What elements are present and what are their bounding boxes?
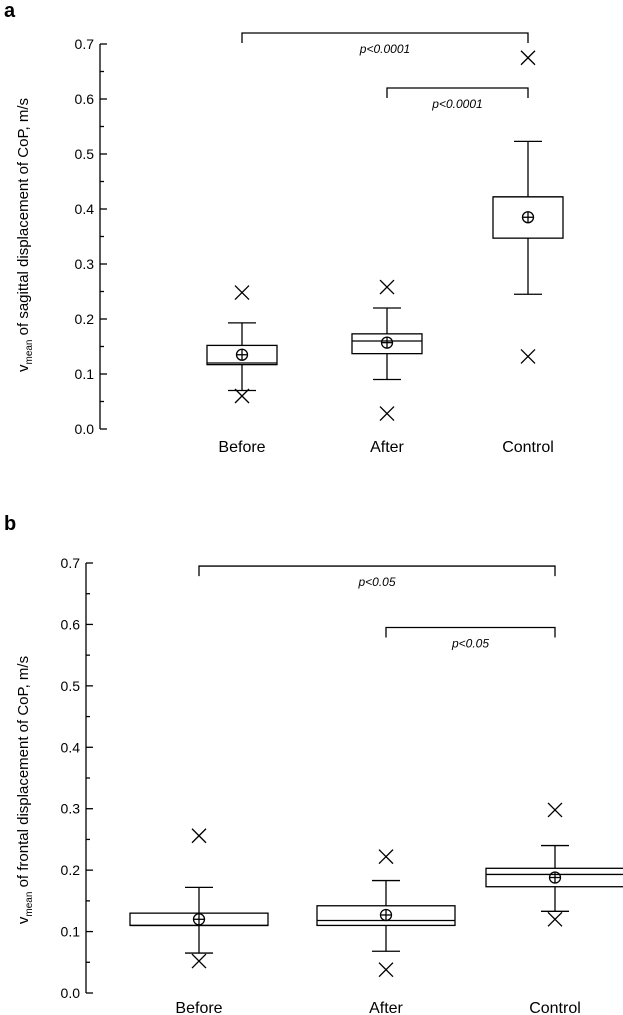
panel-b-ticks: 0.0 0.1 0.2 0.3 0.4 0.5 0.6 0.7 xyxy=(61,555,93,1001)
panel-b-category-label: Before xyxy=(175,1000,222,1015)
max-marker-b xyxy=(379,279,395,295)
panel-a-box-control xyxy=(492,50,564,364)
panel-a-boxes xyxy=(206,50,564,422)
p-value-label: p<0.05 xyxy=(357,575,395,589)
p-value-label: p<0.0001 xyxy=(359,42,410,56)
box-iqr xyxy=(206,344,278,366)
panel-a-ytick-label: 0.2 xyxy=(75,311,95,327)
panel-a-ytick-label: 0.0 xyxy=(75,421,95,437)
panel-b-ytick-label: 0.4 xyxy=(61,739,81,755)
panel-b-ytick-label: 0.1 xyxy=(61,924,81,940)
panel-b-label: b xyxy=(4,513,16,535)
panel-b-significance-bracket: p<0.05 xyxy=(385,626,556,651)
panel-a-brackets: p<0.0001 p<0.0001 xyxy=(241,32,529,111)
panel-a-categories: Before After Control xyxy=(218,439,553,456)
panel-a-box-after xyxy=(351,279,423,422)
max-marker-b xyxy=(378,849,394,865)
panel-a-ytick-label: 0.1 xyxy=(75,366,95,382)
panel-a-significance-bracket: p<0.0001 xyxy=(241,32,529,56)
panel-a-ytick-label: 0.7 xyxy=(75,36,95,52)
p-value-label: p<0.0001 xyxy=(431,97,482,111)
panel-b-ytick-label: 0.7 xyxy=(61,555,81,571)
box-iqr xyxy=(485,867,623,888)
min-marker-b xyxy=(234,388,250,404)
panel-a-ticks: 0.0 0.1 0.2 0.3 0.4 0.5 0.6 0.7 xyxy=(75,36,107,437)
min-marker-b xyxy=(547,911,563,927)
panel-b-ytick-label: 0.6 xyxy=(61,616,81,632)
panel-a-category-label: Before xyxy=(218,439,265,456)
bracket-line xyxy=(385,626,556,638)
bracket-line xyxy=(198,565,556,577)
box-iqr xyxy=(316,905,456,927)
panel-b-ytick-label: 0.5 xyxy=(61,678,81,694)
max-marker-b xyxy=(191,828,207,844)
panel-a-label: a xyxy=(4,0,16,22)
p-value-label: p<0.05 xyxy=(451,637,489,651)
panel-b-ytick-label: 0.2 xyxy=(61,862,81,878)
max-marker-b xyxy=(547,802,563,818)
max-marker-b xyxy=(234,285,250,301)
panel-a-ytick-label: 0.4 xyxy=(75,201,95,217)
panel-b-ytick-label: 0.0 xyxy=(61,985,81,1001)
panel-b-ylabel: vmean of frontal displacement of CoP, m/… xyxy=(15,656,35,924)
box-iqr xyxy=(351,333,423,355)
panel-b-brackets: p<0.05 p<0.05 xyxy=(198,565,556,651)
panel-b-significance-bracket: p<0.05 xyxy=(198,565,556,589)
panel-b-category-label: Control xyxy=(529,1000,581,1015)
panel-b-boxes xyxy=(129,802,623,978)
panel-a-ylabel: vmean of sagittal displacement of CoP, m… xyxy=(15,98,35,372)
panel-a: a vmean of sagittal displacement of CoP,… xyxy=(4,0,564,456)
panel-b-box-before xyxy=(129,828,269,969)
panel-b-categories: Before After Control xyxy=(175,1000,580,1015)
min-marker-b xyxy=(379,406,395,422)
panel-b-ytick-label: 0.3 xyxy=(61,801,81,817)
panel-a-box-before xyxy=(206,285,278,404)
max-marker-b xyxy=(520,50,536,66)
panel-a-category-label: After xyxy=(370,439,404,456)
panel-a-category-label: Control xyxy=(502,439,554,456)
panel-a-ytick-label: 0.5 xyxy=(75,146,95,162)
min-marker-b xyxy=(378,962,394,978)
min-marker-b xyxy=(191,953,207,969)
panel-a-ytick-label: 0.3 xyxy=(75,256,95,272)
panel-a-ytick-label: 0.6 xyxy=(75,91,95,107)
min-marker-b xyxy=(520,348,536,364)
bracket-line xyxy=(241,32,529,43)
panel-a-significance-bracket: p<0.0001 xyxy=(386,87,529,111)
panel-b-box-after xyxy=(316,849,456,978)
panel-b: b vmean of frontal displacement of CoP, … xyxy=(4,513,623,1015)
bracket-line xyxy=(386,87,529,98)
panel-b-category-label: After xyxy=(369,1000,403,1015)
panel-b-box-control xyxy=(485,802,623,927)
